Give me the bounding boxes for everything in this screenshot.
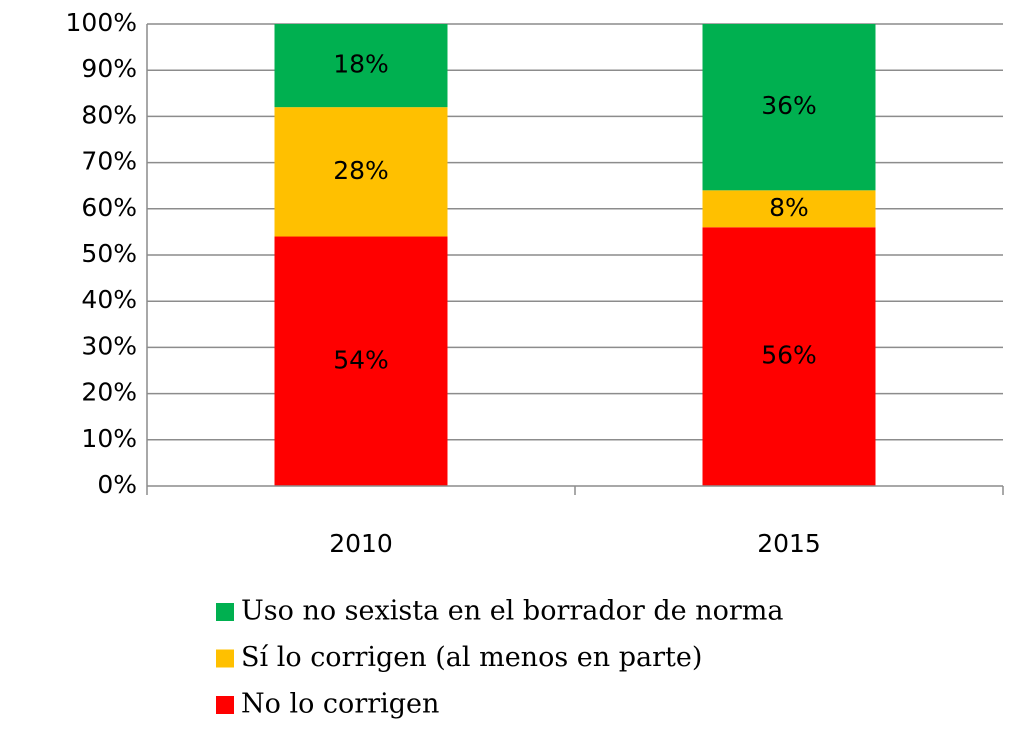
bar-segment bbox=[274, 236, 448, 486]
bar-segment bbox=[702, 24, 876, 191]
data-label: 18% bbox=[333, 50, 389, 79]
y-tick-label: 90% bbox=[81, 54, 137, 83]
legend-label: No lo corrigen bbox=[241, 689, 439, 720]
y-tick-label: 40% bbox=[81, 285, 137, 314]
y-tick-label: 50% bbox=[81, 239, 137, 268]
data-label: 28% bbox=[333, 156, 389, 185]
legend-label: Sí lo corrigen (al menos en parte) bbox=[241, 642, 702, 673]
data-label: 8% bbox=[769, 193, 809, 222]
data-label: 36% bbox=[761, 91, 817, 120]
y-tick-label: 10% bbox=[81, 424, 137, 453]
y-tick-label: 60% bbox=[81, 193, 137, 222]
data-label: 56% bbox=[761, 341, 817, 370]
data-label: 54% bbox=[333, 345, 389, 374]
bar-segment bbox=[702, 190, 876, 228]
x-tick-label: 2010 bbox=[329, 529, 393, 558]
legend-label: Uso no sexista en el borrador de norma bbox=[241, 596, 783, 627]
bar-segment bbox=[274, 24, 448, 108]
bar-segment bbox=[274, 107, 448, 237]
y-tick-label: 100% bbox=[66, 8, 137, 37]
legend-swatch bbox=[216, 649, 234, 668]
x-tick-label: 2015 bbox=[757, 529, 821, 558]
y-tick-label: 0% bbox=[97, 470, 137, 499]
y-tick-label: 20% bbox=[81, 378, 137, 407]
legend-swatch bbox=[216, 696, 234, 714]
y-tick-label: 70% bbox=[81, 147, 137, 176]
y-tick-label: 30% bbox=[81, 331, 137, 360]
bar-segment bbox=[702, 227, 876, 486]
y-tick-label: 80% bbox=[81, 100, 137, 129]
legend-swatch bbox=[216, 603, 234, 621]
